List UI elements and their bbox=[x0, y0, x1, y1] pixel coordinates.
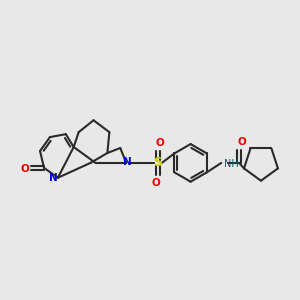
Text: N: N bbox=[123, 157, 132, 167]
Text: NH: NH bbox=[224, 159, 239, 169]
Text: N: N bbox=[49, 173, 57, 183]
Text: O: O bbox=[21, 164, 29, 174]
Text: O: O bbox=[152, 178, 160, 188]
Text: O: O bbox=[155, 138, 164, 148]
Text: S: S bbox=[153, 156, 162, 170]
Text: O: O bbox=[238, 137, 247, 147]
